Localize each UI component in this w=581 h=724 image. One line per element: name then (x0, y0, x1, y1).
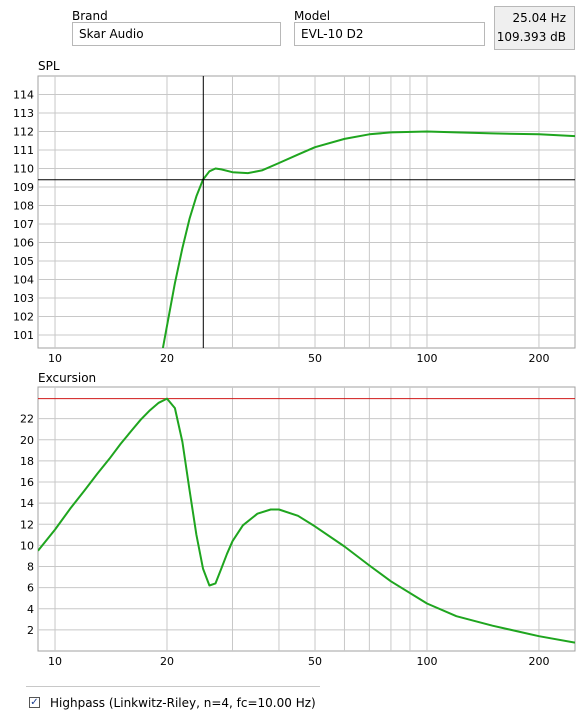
y-tick-label: 109 (13, 181, 34, 194)
y-tick-label: 14 (20, 497, 34, 510)
readout-spl: 109.393 dB (496, 30, 566, 44)
y-tick-label: 114 (13, 89, 34, 102)
spl-curve (161, 130, 575, 348)
y-tick-label: 103 (13, 292, 34, 305)
x-tick-label: 100 (416, 352, 437, 365)
x-tick-label: 200 (528, 352, 549, 365)
y-tick-label: 111 (13, 144, 34, 157)
spl-chart[interactable]: 101 102 103 104 105 106 107 108 109 110 111 112 113 1… (0, 70, 581, 370)
y-tick-label: 18 (20, 455, 34, 468)
x-tick-label: 50 (308, 352, 322, 365)
x-tick-label: 10 (48, 655, 62, 668)
y-tick-label: 110 (13, 163, 34, 176)
brand-input[interactable]: Skar Audio (72, 22, 281, 46)
highpass-filter-row: ✓ Highpass (Linkwitz-Riley, n=4, fc=10.0… (26, 686, 320, 717)
y-tick-label: 104 (13, 274, 34, 287)
y-tick-label: 101 (13, 329, 34, 342)
highpass-checkbox[interactable]: ✓ (29, 696, 40, 708)
excursion-chart[interactable]: 2 4 6 8 10 12 14 16 18 20 22 10 20 50 100 200 (0, 383, 581, 678)
y-tick-label: 8 (27, 561, 34, 574)
x-tick-label: 50 (308, 655, 322, 668)
highpass-label[interactable]: Highpass (Linkwitz-Riley, n=4, fc=10.00 … (50, 696, 316, 710)
y-tick-label: 108 (13, 200, 34, 213)
y-tick-label: 102 (13, 311, 34, 324)
excursion-curve (38, 397, 575, 644)
y-tick-label: 112 (13, 126, 34, 139)
y-tick-label: 6 (27, 582, 34, 595)
model-input[interactable]: EVL-10 D2 (294, 22, 485, 46)
y-tick-label: 4 (27, 603, 34, 616)
model-label: Model (294, 9, 331, 23)
y-tick-label: 107 (13, 218, 34, 231)
y-tick-label: 12 (20, 518, 34, 531)
y-tick-label: 113 (13, 107, 34, 120)
readout-frequency: 25.04 Hz (512, 11, 567, 25)
x-tick-label: 100 (416, 655, 437, 668)
x-tick-label: 20 (160, 655, 174, 668)
x-tick-label: 200 (528, 655, 549, 668)
y-tick-label: 106 (13, 237, 34, 250)
y-tick-label: 20 (20, 434, 34, 447)
y-tick-label: 105 (13, 255, 34, 268)
cursor-readout: 25.04 Hz 109.393 dB (494, 6, 575, 50)
spl-panel-title: SPL (38, 59, 60, 73)
y-tick-label: 22 (20, 413, 34, 426)
plot-area (37, 75, 576, 349)
excursion-panel-title: Excursion (38, 371, 97, 385)
x-tick-label: 10 (48, 352, 62, 365)
x-tick-label: 20 (160, 352, 174, 365)
brand-label: Brand (72, 9, 108, 23)
y-tick-label: 2 (27, 624, 34, 637)
plot-area (37, 386, 576, 652)
y-tick-label: 10 (20, 539, 34, 552)
y-tick-label: 16 (20, 476, 34, 489)
